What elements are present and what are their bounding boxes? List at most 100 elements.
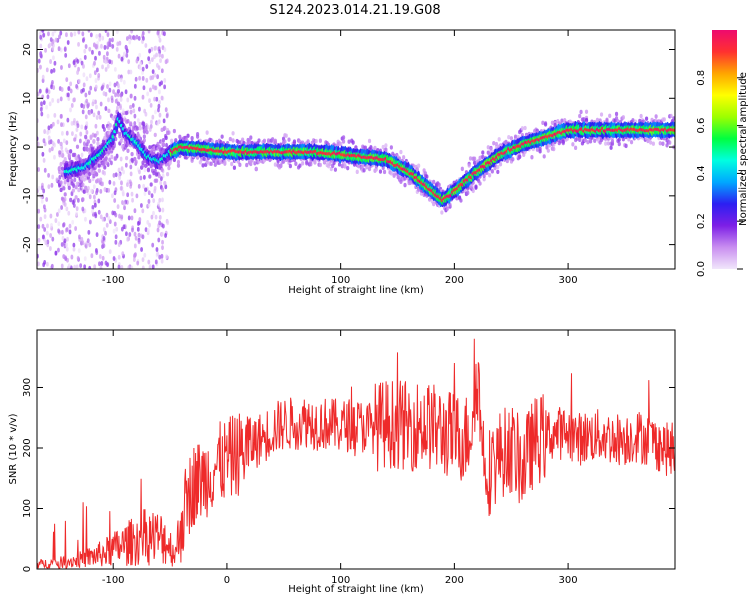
heatmap-cell [97, 198, 101, 204]
heatmap-cell [138, 121, 142, 127]
heatmap-cell [99, 177, 103, 182]
heatmap-cell [95, 250, 99, 255]
heatmap-cell [473, 156, 477, 161]
heatmap-cell [63, 179, 67, 185]
x-tick-label: 0 [224, 275, 230, 286]
x-tick-label: 100 [331, 575, 350, 586]
heatmap-cell [52, 55, 55, 61]
heatmap-cell [104, 260, 108, 266]
heatmap-cell [103, 165, 107, 170]
heatmap-cell [50, 263, 54, 269]
heatmap-cell [38, 88, 42, 94]
heatmap-cell [67, 86, 71, 92]
heatmap-cell [147, 259, 151, 265]
heatmap-cell [124, 162, 128, 168]
heatmap-cell [50, 182, 54, 188]
heatmap-cell [125, 143, 129, 148]
heatmap-cell [318, 138, 323, 143]
heatmap-cell [146, 228, 150, 233]
heatmap-cell [389, 171, 393, 176]
heatmap-marks [37, 30, 675, 269]
heatmap-cell [119, 97, 123, 102]
heatmap-cell [78, 138, 82, 144]
heatmap-cell [73, 264, 77, 269]
heatmap-cell [70, 103, 74, 108]
heatmap-cell [85, 129, 89, 135]
heatmap-cell [75, 127, 79, 133]
y-tick-label: 300 [22, 378, 33, 397]
heatmap-cell [129, 69, 133, 75]
heatmap-cell [92, 184, 96, 190]
heatmap-cell [161, 137, 166, 143]
heatmap-cell [102, 54, 106, 60]
heatmap-cell [51, 97, 55, 103]
heatmap-cell [72, 246, 76, 252]
heatmap-cell [117, 254, 121, 260]
heatmap-cell [148, 264, 152, 269]
heatmap-cell [144, 187, 148, 192]
heatmap-cell [95, 190, 98, 196]
heatmap-cell [163, 78, 167, 83]
heatmap-cell [149, 102, 153, 108]
heatmap-cell [37, 224, 41, 230]
heatmap-cell [161, 142, 166, 147]
heatmap-cell [553, 122, 557, 128]
heatmap-cell [49, 233, 53, 238]
heatmap-cell [100, 43, 103, 49]
heatmap-cell [133, 253, 137, 258]
heatmap-cell [417, 163, 421, 168]
heatmap-cell [44, 240, 48, 246]
heatmap-cell [92, 139, 96, 144]
heatmap-cell [91, 208, 94, 214]
heatmap-cell [84, 216, 87, 222]
heatmap-cell [135, 126, 140, 131]
colorbar-tick-label: 0.0 [696, 261, 707, 277]
snr-y-label: SNR (10 * v/v) [8, 413, 19, 484]
heatmap-cell [106, 51, 109, 57]
heatmap-cell [87, 30, 91, 33]
heatmap-cell [62, 198, 66, 203]
heatmap-cell [154, 109, 157, 115]
heatmap-cell [102, 236, 106, 241]
heatmap-cell [157, 103, 161, 109]
heatmap-cell [98, 261, 101, 267]
heatmap-cell [313, 159, 317, 164]
heatmap-cell [60, 229, 64, 235]
heatmap-cell [161, 197, 164, 203]
heatmap-cell [141, 76, 145, 81]
heatmap-cell [186, 133, 190, 138]
heatmap-cell [46, 223, 49, 229]
heatmap-cell [111, 193, 114, 199]
heatmap-cell [66, 117, 70, 123]
heatmap-cell [101, 181, 105, 187]
heatmap-cell [51, 141, 55, 146]
heatmap-cell [75, 211, 79, 217]
heatmap-cell [333, 167, 338, 172]
heatmap-cell [91, 204, 95, 210]
heatmap-cell [160, 95, 164, 101]
heatmap-cell [129, 109, 133, 115]
heatmap-cell [74, 195, 78, 200]
heatmap-cell [617, 141, 621, 147]
heatmap-cell [117, 167, 121, 173]
heatmap-cell [115, 30, 119, 35]
heatmap-cell [151, 69, 155, 75]
heatmap-cell [108, 123, 112, 128]
heatmap-cell [88, 110, 92, 116]
heatmap-cell [88, 194, 92, 200]
heatmap-cell [96, 141, 100, 146]
heatmap-cell [604, 141, 608, 146]
heatmap-cell [71, 131, 74, 137]
heatmap-cell [42, 158, 46, 163]
heatmap-cell [658, 141, 662, 146]
heatmap-cell [45, 88, 49, 94]
heatmap-cell [89, 85, 93, 91]
heatmap-cell [54, 37, 58, 43]
heatmap-cell [143, 252, 147, 258]
heatmap-cell [99, 214, 103, 220]
heatmap-cell [117, 264, 121, 269]
heatmap-cell [85, 188, 89, 193]
heatmap-cell [378, 169, 383, 174]
heatmap-cell [486, 145, 490, 150]
heatmap-cell [155, 247, 159, 252]
